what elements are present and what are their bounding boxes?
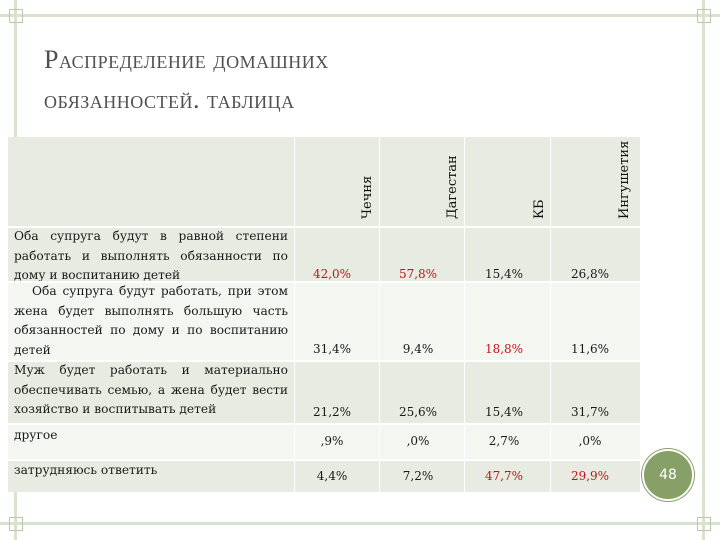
table-row: Оба супруга будут в равной степени работ…	[8, 227, 640, 282]
row-divider	[8, 360, 640, 362]
cell-chechnya: 21,2%	[312, 405, 352, 419]
row-divider	[8, 226, 640, 228]
column-header-ingushetia: Ингушетия	[617, 140, 632, 219]
page-title: Распределение домашних обязанностей. таб…	[44, 40, 464, 120]
cell-kb: 2,7%	[488, 434, 520, 448]
cell-ingushetia: ,0%	[578, 434, 602, 448]
cell-dagestan: 57,8%	[398, 267, 438, 281]
frame-corner-bottom-left	[9, 517, 23, 531]
cell-kb: 15,4%	[484, 267, 524, 281]
cell-kb: 15,4%	[484, 405, 524, 419]
row-divider	[8, 423, 640, 425]
frame-corner-bottom-right	[697, 517, 711, 531]
frame-top-line	[0, 14, 720, 17]
cell-dagestan: ,0%	[406, 434, 430, 448]
column-divider	[379, 137, 380, 492]
cell-ingushetia: 26,8%	[570, 267, 610, 281]
column-divider	[550, 137, 551, 492]
cell-ingushetia: 29,9%	[570, 469, 610, 483]
cell-kb: 47,7%	[484, 469, 524, 483]
page-title-line-1: Распределение домашних	[44, 45, 329, 74]
row-label: Оба супруга будут работать, при этом жен…	[14, 284, 288, 357]
cell-kb: 18,8%	[484, 342, 524, 356]
page-title-line-2: обязанностей. таблица	[44, 85, 295, 114]
cell-ingushetia: 11,6%	[570, 342, 610, 356]
cell-dagestan: 7,2%	[402, 469, 434, 483]
frame-corner-top-left	[9, 9, 23, 23]
row-label: другое	[14, 428, 58, 442]
column-header-chechnya: Чечня	[360, 175, 375, 219]
cell-chechnya: 42,0%	[312, 267, 352, 281]
slide-number-badge: 48	[642, 449, 694, 501]
distribution-table: Чечня Дагестан КБ Ингушетия Оба супруга …	[8, 137, 640, 492]
cell-ingushetia: 31,7%	[570, 405, 610, 419]
row-divider	[8, 459, 640, 461]
row-label: затрудняюсь ответить	[14, 463, 158, 477]
table-header-row: Чечня Дагестан КБ Ингушетия	[8, 137, 640, 227]
column-divider	[464, 137, 465, 492]
frame-bottom-line	[0, 522, 720, 525]
table-row: затрудняюсь ответить 4,4% 7,2% 47,7% 29,…	[8, 460, 640, 492]
cell-chechnya: 4,4%	[316, 469, 348, 483]
row-label: Муж будет работать и материально обеспеч…	[14, 363, 288, 416]
table-row: Оба супруга будут работать, при этом жен…	[8, 282, 640, 361]
cell-chechnya: 31,4%	[312, 342, 352, 356]
table-row: Муж будет работать и материально обеспеч…	[8, 361, 640, 424]
table-row: другое ,9% ,0% 2,7% ,0%	[8, 424, 640, 460]
column-divider	[294, 137, 295, 492]
row-divider	[8, 281, 640, 283]
cell-chechnya: ,9%	[320, 434, 344, 448]
column-header-kb: КБ	[532, 199, 547, 219]
cell-dagestan: 25,6%	[398, 405, 438, 419]
frame-right-line	[702, 0, 705, 540]
column-header-dagestan: Дагестан	[445, 155, 460, 219]
row-label: Оба супруга будут в равной степени работ…	[14, 229, 288, 282]
frame-corner-top-right	[697, 9, 711, 23]
cell-dagestan: 9,4%	[402, 342, 434, 356]
